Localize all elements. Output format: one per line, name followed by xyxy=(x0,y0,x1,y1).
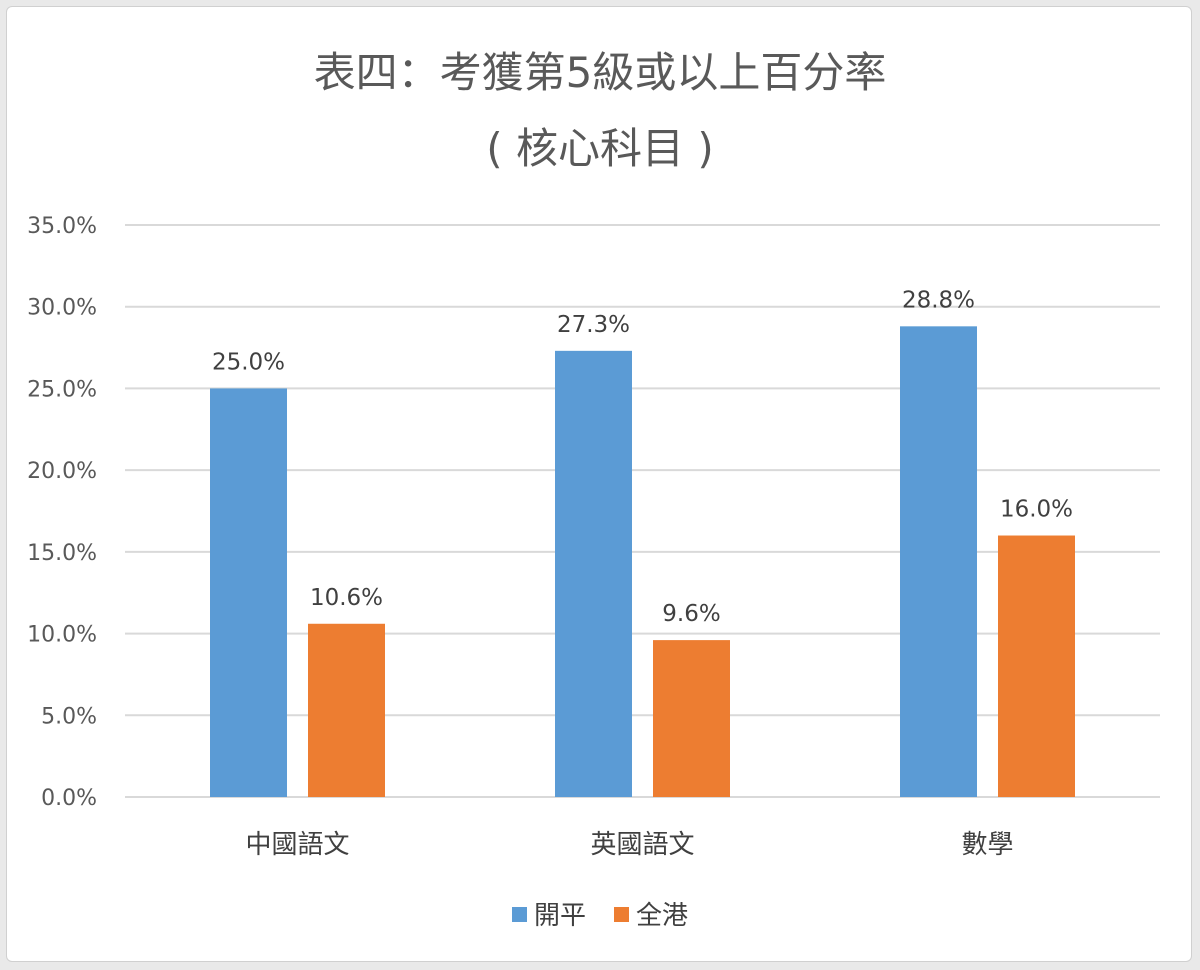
x-axis-category-labels: 中國語文 英國語文 數學 xyxy=(245,830,1013,860)
data-labels: 25.0% 10.6% 27.3% 9.6% 28.8% 16.0% xyxy=(212,287,1073,627)
bar-series1 xyxy=(555,350,632,797)
bar-series2 xyxy=(998,535,1075,797)
y-tick-label: 20.0% xyxy=(27,459,97,484)
category-label: 英國語文 xyxy=(590,830,694,860)
data-label: 9.6% xyxy=(662,601,720,627)
data-label: 16.0% xyxy=(1000,497,1073,523)
y-tick-label: 0.0% xyxy=(41,786,97,811)
y-tick-label: 5.0% xyxy=(41,704,97,729)
legend-label: 開平 xyxy=(534,901,586,931)
bars xyxy=(210,326,1075,797)
chart-title-line1: 表四：考獲第5級或以上百分率 xyxy=(313,48,887,97)
y-tick-label: 35.0% xyxy=(27,214,97,239)
legend-swatch xyxy=(512,907,527,922)
y-tick-label: 10.0% xyxy=(27,623,97,648)
legend: 開平 全港 xyxy=(512,901,688,931)
bar-series1 xyxy=(210,388,287,797)
legend-swatch xyxy=(614,907,629,922)
y-axis-tick-labels: 0.0% 5.0% 10.0% 15.0% 20.0% 25.0% 30.0% 35.0% xyxy=(27,214,97,811)
category-label: 中國語文 xyxy=(245,830,349,860)
bar-series2 xyxy=(653,640,730,797)
gridlines xyxy=(125,224,1160,798)
category-label: 數學 xyxy=(961,830,1013,860)
data-label: 28.8% xyxy=(902,287,975,313)
data-label: 25.0% xyxy=(212,349,285,375)
data-label: 27.3% xyxy=(557,312,630,338)
y-tick-label: 30.0% xyxy=(27,296,97,321)
bar-series1 xyxy=(900,326,977,797)
y-tick-label: 25.0% xyxy=(27,377,97,402)
data-label: 10.6% xyxy=(310,585,383,611)
legend-label: 全港 xyxy=(636,901,688,931)
bar-series2 xyxy=(308,623,385,797)
chart-title-line2: ( 核心科目 ) xyxy=(486,124,714,173)
y-tick-label: 15.0% xyxy=(27,541,97,566)
